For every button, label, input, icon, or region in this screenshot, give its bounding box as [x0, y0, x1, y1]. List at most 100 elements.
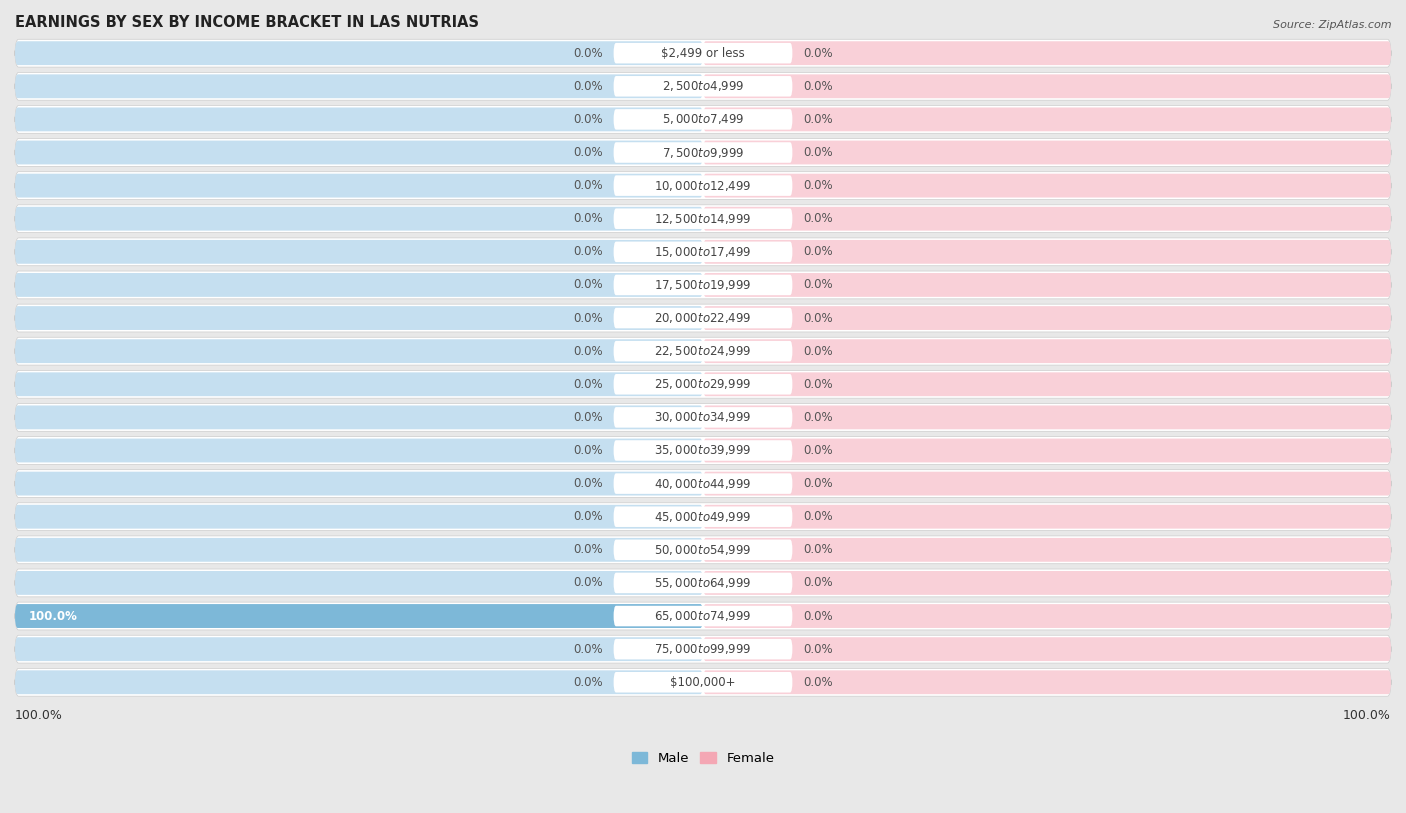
- Text: 0.0%: 0.0%: [574, 113, 603, 126]
- Text: 0.0%: 0.0%: [574, 444, 603, 457]
- Text: 0.0%: 0.0%: [803, 477, 832, 490]
- FancyBboxPatch shape: [703, 107, 1391, 132]
- Text: 0.0%: 0.0%: [574, 511, 603, 524]
- Text: EARNINGS BY SEX BY INCOME BRACKET IN LAS NUTRIAS: EARNINGS BY SEX BY INCOME BRACKET IN LAS…: [15, 15, 479, 30]
- Text: 0.0%: 0.0%: [803, 246, 832, 259]
- Text: $5,000 to $7,499: $5,000 to $7,499: [662, 112, 744, 126]
- FancyBboxPatch shape: [613, 43, 793, 63]
- FancyBboxPatch shape: [703, 307, 1391, 330]
- FancyBboxPatch shape: [613, 142, 793, 163]
- Text: 0.0%: 0.0%: [803, 642, 832, 655]
- FancyBboxPatch shape: [613, 407, 793, 428]
- FancyBboxPatch shape: [15, 604, 703, 628]
- FancyBboxPatch shape: [15, 571, 703, 595]
- FancyBboxPatch shape: [613, 76, 793, 97]
- Text: 0.0%: 0.0%: [574, 477, 603, 490]
- Text: 0.0%: 0.0%: [803, 146, 832, 159]
- FancyBboxPatch shape: [15, 470, 1391, 498]
- Text: Source: ZipAtlas.com: Source: ZipAtlas.com: [1274, 20, 1392, 30]
- FancyBboxPatch shape: [613, 572, 793, 593]
- FancyBboxPatch shape: [613, 440, 793, 461]
- Text: 0.0%: 0.0%: [803, 444, 832, 457]
- Text: $10,000 to $12,499: $10,000 to $12,499: [654, 179, 752, 193]
- FancyBboxPatch shape: [15, 307, 703, 330]
- FancyBboxPatch shape: [703, 339, 1391, 363]
- Text: 0.0%: 0.0%: [574, 146, 603, 159]
- Text: $40,000 to $44,999: $40,000 to $44,999: [654, 476, 752, 490]
- FancyBboxPatch shape: [15, 671, 703, 694]
- Text: 0.0%: 0.0%: [803, 610, 832, 623]
- FancyBboxPatch shape: [15, 637, 703, 661]
- FancyBboxPatch shape: [613, 308, 793, 328]
- Text: 0.0%: 0.0%: [803, 179, 832, 192]
- FancyBboxPatch shape: [15, 569, 1391, 597]
- FancyBboxPatch shape: [15, 437, 1391, 464]
- FancyBboxPatch shape: [15, 339, 703, 363]
- FancyBboxPatch shape: [15, 536, 1391, 563]
- FancyBboxPatch shape: [613, 672, 793, 693]
- FancyBboxPatch shape: [15, 174, 703, 198]
- Text: $2,500 to $4,999: $2,500 to $4,999: [662, 80, 744, 93]
- Text: 0.0%: 0.0%: [803, 576, 832, 589]
- FancyBboxPatch shape: [15, 205, 1391, 233]
- Text: 0.0%: 0.0%: [574, 642, 603, 655]
- Text: 0.0%: 0.0%: [574, 676, 603, 689]
- FancyBboxPatch shape: [613, 473, 793, 493]
- Text: $100,000+: $100,000+: [671, 676, 735, 689]
- FancyBboxPatch shape: [15, 141, 703, 164]
- FancyBboxPatch shape: [15, 406, 703, 429]
- FancyBboxPatch shape: [613, 374, 793, 394]
- FancyBboxPatch shape: [703, 372, 1391, 396]
- Text: 0.0%: 0.0%: [803, 311, 832, 324]
- Text: $50,000 to $54,999: $50,000 to $54,999: [654, 543, 752, 557]
- FancyBboxPatch shape: [703, 438, 1391, 463]
- Text: $15,000 to $17,499: $15,000 to $17,499: [654, 245, 752, 259]
- FancyBboxPatch shape: [15, 138, 1391, 167]
- FancyBboxPatch shape: [703, 604, 1391, 628]
- FancyBboxPatch shape: [15, 372, 703, 396]
- Legend: Male, Female: Male, Female: [626, 747, 780, 771]
- FancyBboxPatch shape: [703, 571, 1391, 595]
- FancyBboxPatch shape: [15, 106, 1391, 133]
- FancyBboxPatch shape: [613, 341, 793, 362]
- FancyBboxPatch shape: [15, 472, 703, 496]
- Text: 0.0%: 0.0%: [574, 576, 603, 589]
- FancyBboxPatch shape: [15, 668, 1391, 696]
- FancyBboxPatch shape: [15, 304, 1391, 332]
- Text: 100.0%: 100.0%: [1343, 709, 1391, 722]
- FancyBboxPatch shape: [613, 606, 793, 626]
- FancyBboxPatch shape: [15, 635, 1391, 663]
- Text: 0.0%: 0.0%: [574, 46, 603, 59]
- Text: $25,000 to $29,999: $25,000 to $29,999: [654, 377, 752, 391]
- Text: 0.0%: 0.0%: [574, 246, 603, 259]
- FancyBboxPatch shape: [15, 41, 703, 65]
- Text: 0.0%: 0.0%: [803, 345, 832, 358]
- FancyBboxPatch shape: [613, 208, 793, 229]
- Text: $35,000 to $39,999: $35,000 to $39,999: [654, 444, 752, 458]
- FancyBboxPatch shape: [703, 538, 1391, 562]
- FancyBboxPatch shape: [15, 403, 1391, 431]
- Text: $65,000 to $74,999: $65,000 to $74,999: [654, 609, 752, 623]
- Text: 0.0%: 0.0%: [803, 278, 832, 291]
- Text: 0.0%: 0.0%: [803, 511, 832, 524]
- FancyBboxPatch shape: [15, 271, 1391, 299]
- Text: $22,500 to $24,999: $22,500 to $24,999: [654, 344, 752, 359]
- Text: 100.0%: 100.0%: [28, 610, 77, 623]
- Text: 0.0%: 0.0%: [574, 378, 603, 391]
- FancyBboxPatch shape: [703, 472, 1391, 496]
- FancyBboxPatch shape: [15, 74, 703, 98]
- FancyBboxPatch shape: [613, 241, 793, 262]
- FancyBboxPatch shape: [15, 238, 1391, 266]
- FancyBboxPatch shape: [15, 240, 703, 263]
- FancyBboxPatch shape: [15, 72, 1391, 100]
- FancyBboxPatch shape: [15, 371, 1391, 398]
- Text: 0.0%: 0.0%: [574, 411, 603, 424]
- FancyBboxPatch shape: [15, 438, 703, 463]
- FancyBboxPatch shape: [613, 506, 793, 527]
- Text: 0.0%: 0.0%: [574, 311, 603, 324]
- FancyBboxPatch shape: [703, 637, 1391, 661]
- FancyBboxPatch shape: [703, 41, 1391, 65]
- Text: 0.0%: 0.0%: [574, 80, 603, 93]
- Text: 0.0%: 0.0%: [574, 543, 603, 556]
- FancyBboxPatch shape: [703, 141, 1391, 164]
